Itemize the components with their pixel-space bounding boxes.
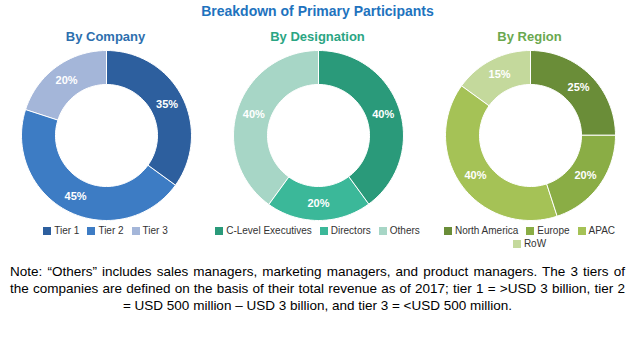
html-text:Others: Others bbox=[389, 225, 420, 236]
html-text:By Designation: By Designation bbox=[270, 29, 365, 44]
svg-text:40%: 40% bbox=[372, 108, 394, 120]
html-text:Note: “Others” includes sales: Note: “Others” includes sales managers, … bbox=[10, 264, 625, 313]
html-text:Tier 2: Tier 2 bbox=[98, 225, 124, 236]
html-text:North America: North America bbox=[454, 225, 519, 236]
html-text:Directors: Directors bbox=[330, 225, 371, 236]
svg-text:20%: 20% bbox=[574, 169, 596, 181]
html-text:Europe: Europe bbox=[537, 225, 570, 236]
svg-text:40%: 40% bbox=[464, 169, 486, 181]
html-text:Breakdown of Primary Participa: Breakdown of Primary Participants bbox=[201, 3, 434, 19]
svg-text:15%: 15% bbox=[488, 68, 510, 80]
html-text:RoW: RoW bbox=[523, 238, 547, 249]
html-text:By Company: By Company bbox=[65, 29, 146, 44]
html-text:By Region: By Region bbox=[497, 29, 562, 44]
svg-text:25%: 25% bbox=[567, 81, 589, 93]
svg-text:20%: 20% bbox=[307, 197, 329, 209]
svg-text:45%: 45% bbox=[64, 190, 86, 202]
html-text:C-Level Executives: C-Level Executives bbox=[226, 225, 312, 236]
html-text:APAC: APAC bbox=[588, 225, 615, 236]
svg-text:35%: 35% bbox=[156, 98, 178, 110]
svg-text:40%: 40% bbox=[242, 108, 264, 120]
html-text:Tier 1: Tier 1 bbox=[54, 225, 80, 236]
html-text:Tier 3: Tier 3 bbox=[142, 225, 168, 236]
svg-text:20%: 20% bbox=[55, 74, 77, 86]
